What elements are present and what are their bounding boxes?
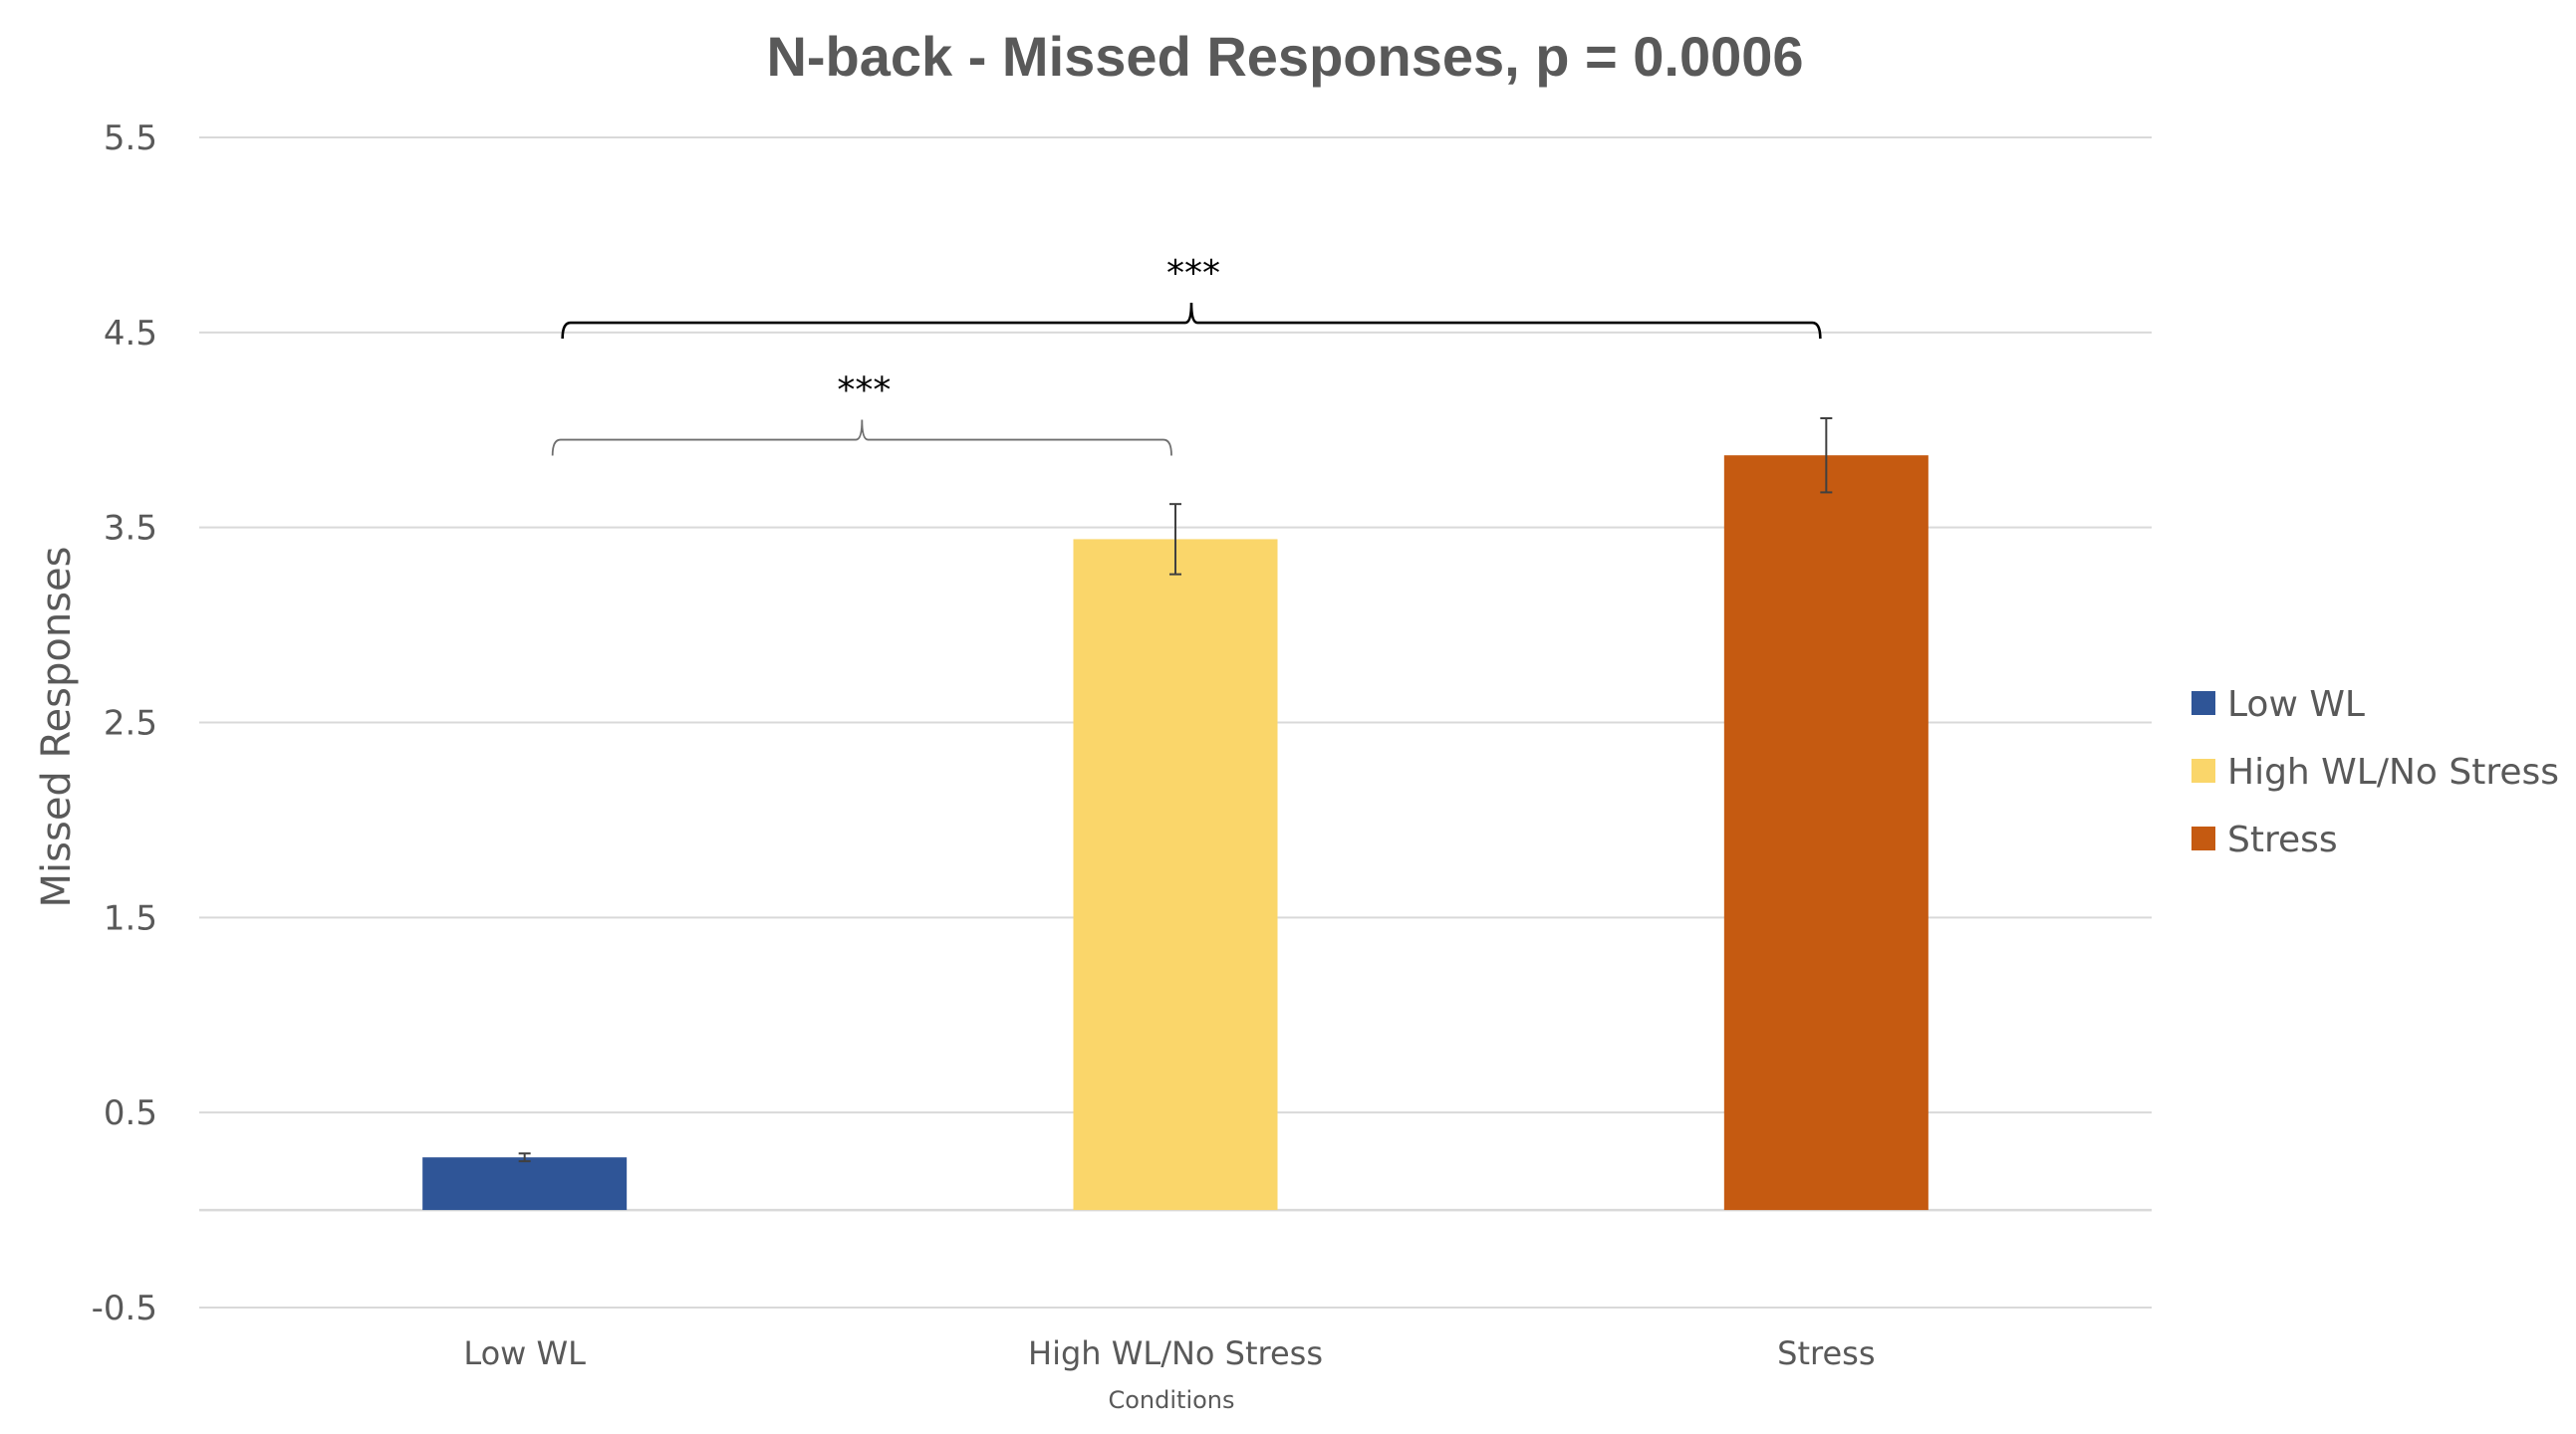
chart-title: N-back - Missed Responses, p = 0.0006 — [766, 25, 1803, 88]
y-tick-label: 5.5 — [104, 119, 157, 158]
legend-swatch — [2191, 691, 2215, 715]
x-tick-label: Low WL — [463, 1334, 586, 1372]
error-bar — [1820, 417, 1833, 494]
bars — [422, 455, 1929, 1211]
bar — [1723, 455, 1929, 1211]
significance-bracket — [561, 303, 1822, 340]
bar — [1073, 539, 1278, 1211]
legend: Low WL High WL/No Stress Stress — [2191, 684, 2559, 860]
y-axis-label: Missed Responses — [34, 547, 80, 908]
legend-label: High WL/No Stress — [2227, 752, 2559, 793]
x-axis-label: Conditions — [1108, 1386, 1234, 1414]
y-tick-label: 4.5 — [104, 314, 157, 354]
error-bars — [518, 417, 1833, 1163]
significance-bracket — [551, 419, 1172, 456]
y-axis-ticks: -0.5 0.5 1.5 2.5 3.5 4.5 5.5 — [92, 119, 157, 1328]
y-tick-label: 3.5 — [104, 509, 157, 549]
error-bar — [1169, 503, 1181, 576]
significance-brackets: *** *** — [551, 253, 1822, 456]
x-tick-label: High WL/No Stress — [1028, 1334, 1323, 1372]
bar — [422, 1157, 628, 1211]
x-axis-ticks: Low WL High WL/No Stress Stress — [463, 1334, 1875, 1372]
legend-swatch — [2191, 759, 2215, 783]
legend-label: Stress — [2227, 820, 2338, 860]
legend-label: Low WL — [2227, 684, 2365, 725]
legend-swatch — [2191, 827, 2215, 850]
significance-label: *** — [837, 370, 891, 411]
y-tick-label: 2.5 — [104, 704, 157, 744]
y-tick-label: 1.5 — [104, 898, 157, 938]
significance-label: *** — [1166, 253, 1220, 294]
y-tick-label: 0.5 — [104, 1093, 157, 1133]
x-tick-label: Stress — [1777, 1334, 1875, 1372]
y-tick-label: -0.5 — [92, 1289, 157, 1328]
error-bar — [518, 1152, 531, 1163]
